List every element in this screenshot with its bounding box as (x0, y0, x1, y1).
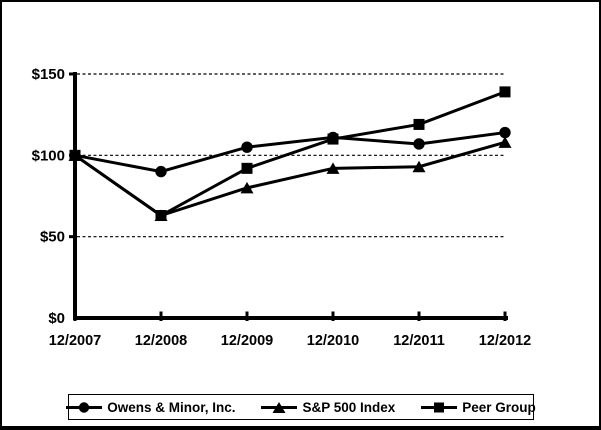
y-axis-tick-label: $0 (48, 310, 65, 327)
data-point-square-peer-group (155, 210, 167, 222)
legend-item-owens-minor: Owens & Minor, Inc. (66, 400, 235, 415)
performance-line-chart: $0 $50 $100 $150 12/2007 12/2008 12/2009 12/201… (32, 66, 532, 349)
square-marker-icon (421, 402, 458, 412)
data-point-circle-owens-minor-inc (241, 141, 253, 153)
y-axis-tick-label: $150 (32, 66, 65, 83)
data-point-circle-owens-minor-inc (499, 126, 511, 139)
x-axis-tick-label: 12/2012 (479, 333, 531, 349)
series-line-peer-group (74, 90, 506, 218)
data-point-square-peer-group (413, 118, 425, 130)
legend-label-sp500: S&P 500 Index (302, 399, 396, 415)
data-point-triangle-s-p-500-index (498, 136, 512, 148)
series-line-owens-minor-inc (74, 131, 506, 174)
data-point-square-peer-group (327, 133, 339, 145)
legend-item-peer-group: Peer Group (421, 400, 536, 415)
x-axis-tick-label: 12/2011 (393, 333, 445, 349)
x-axis-tick-label: 12/2010 (307, 333, 359, 349)
data-point-square-peer-group (241, 162, 253, 174)
y-axis-tick-label: $50 (40, 229, 65, 246)
x-axis-tick-label: 12/2007 (49, 333, 101, 349)
triangle-marker-icon (261, 401, 298, 413)
legend-item-sp500: S&P 500 Index (261, 400, 395, 415)
circle-marker-icon (66, 401, 103, 413)
legend-label-owens-minor: Owens & Minor, Inc. (107, 399, 236, 415)
y-axis-tick-label: $100 (32, 147, 65, 164)
data-point-circle-owens-minor-inc (155, 165, 167, 178)
data-point-triangle-s-p-500-index (240, 181, 254, 194)
legend-label-peer-group: Peer Group (462, 399, 536, 415)
x-axis-tick-label: 12/2009 (221, 333, 273, 349)
data-point-triangle-s-p-500-index (326, 162, 340, 174)
data-point-square-peer-group (499, 86, 511, 98)
data-point-circle-owens-minor-inc (413, 138, 425, 150)
data-point-triangle-s-p-500-index (412, 160, 426, 173)
chart-legend: Owens & Minor, Inc. S&P 500 Index Peer G… (66, 394, 536, 420)
x-axis-tick-label: 12/2008 (135, 333, 187, 349)
data-point-square-peer-group (69, 149, 81, 161)
